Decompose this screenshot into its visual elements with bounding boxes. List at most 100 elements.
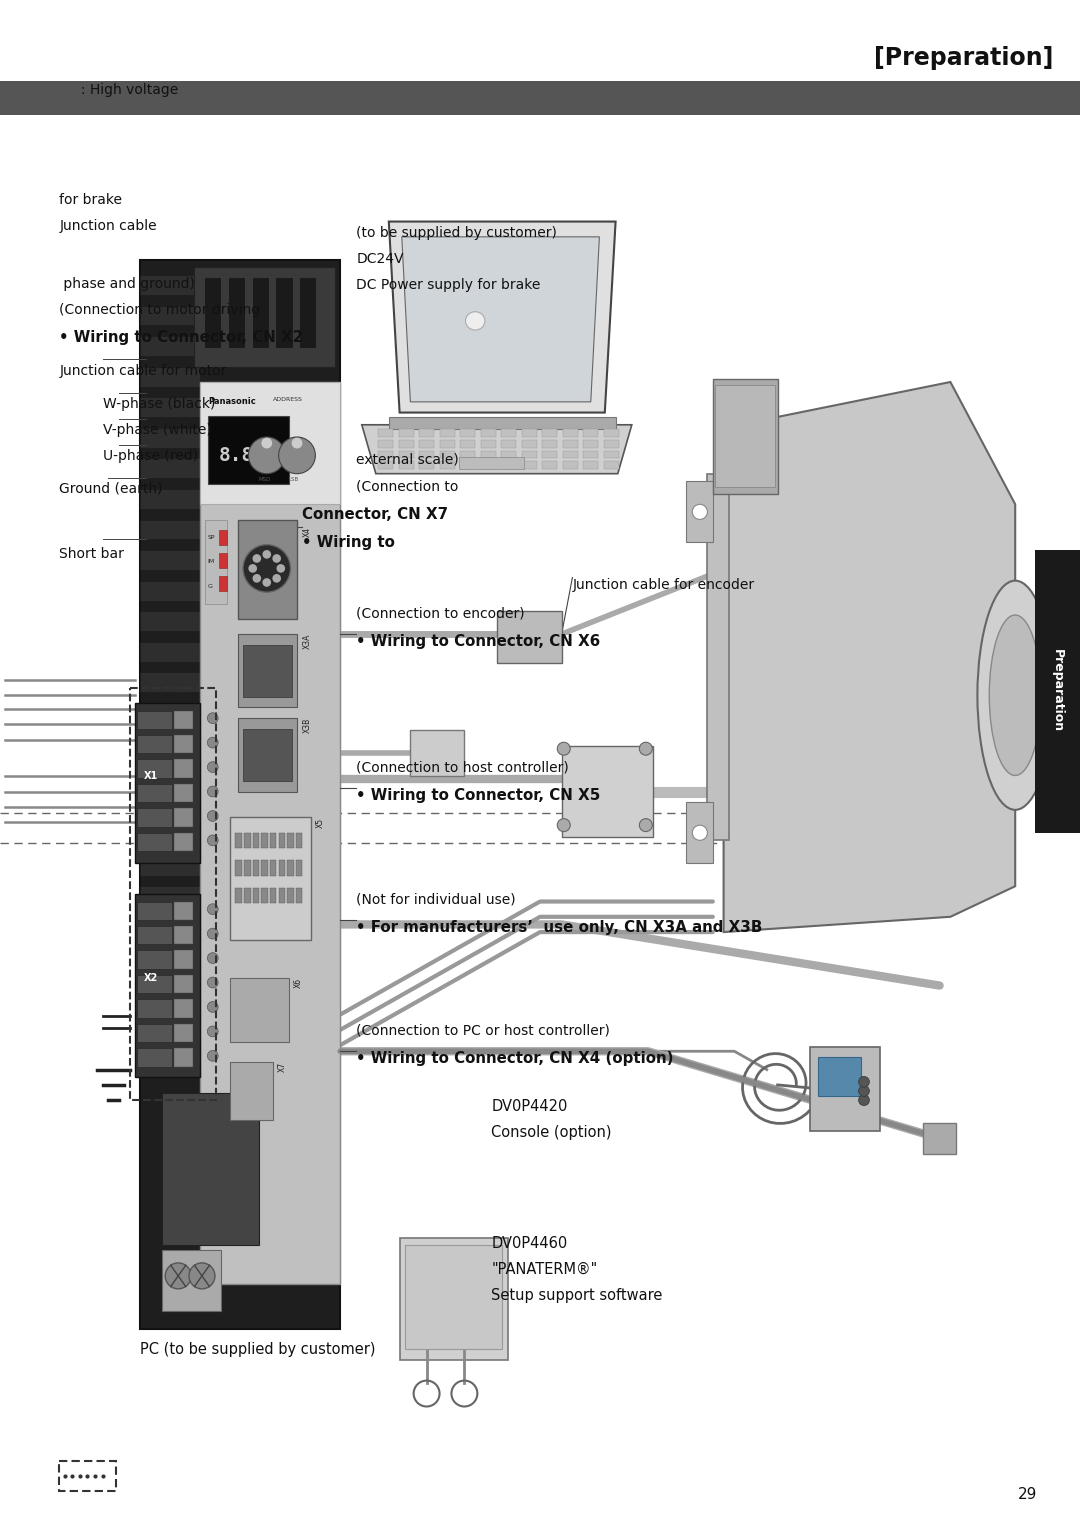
Text: • For manufacturers’  use only, CN X3A and X3B: • For manufacturers’ use only, CN X3A an… <box>356 920 762 935</box>
Bar <box>405 1245 502 1349</box>
Circle shape <box>207 976 218 989</box>
Text: X6: X6 <box>294 978 302 989</box>
Circle shape <box>639 743 652 755</box>
Bar <box>604 440 619 448</box>
Bar <box>137 711 172 729</box>
Text: MSD: MSD <box>258 477 270 481</box>
Text: DC24V: DC24V <box>356 252 404 266</box>
Bar <box>378 429 393 437</box>
Bar <box>563 429 578 437</box>
Bar <box>137 735 172 753</box>
Bar <box>140 886 200 906</box>
Bar <box>137 975 172 993</box>
Bar <box>235 833 242 848</box>
Text: X4: X4 <box>302 527 311 538</box>
Bar <box>276 278 292 347</box>
Bar <box>270 833 276 848</box>
Bar <box>135 703 200 863</box>
Polygon shape <box>402 237 599 402</box>
Bar <box>230 978 289 1042</box>
Bar <box>253 888 259 903</box>
Bar <box>583 451 598 458</box>
Text: (Connection to: (Connection to <box>356 480 459 494</box>
Bar <box>419 461 434 469</box>
Bar <box>140 825 200 845</box>
Bar <box>238 634 297 707</box>
Bar <box>460 451 475 458</box>
Bar <box>244 860 251 876</box>
Bar <box>563 461 578 469</box>
Text: X3A: X3A <box>302 634 311 649</box>
Bar <box>244 888 251 903</box>
Bar <box>287 860 294 876</box>
Circle shape <box>207 761 218 773</box>
Bar <box>140 260 340 1329</box>
Bar <box>253 278 268 347</box>
Bar <box>522 461 537 469</box>
Circle shape <box>207 1001 218 1013</box>
Bar <box>261 833 268 848</box>
Bar <box>1035 550 1080 833</box>
Bar <box>137 999 172 1018</box>
Circle shape <box>557 819 570 831</box>
Bar <box>174 784 193 802</box>
Text: X1: X1 <box>144 772 158 781</box>
Circle shape <box>253 575 261 582</box>
Bar <box>137 1024 172 1042</box>
Circle shape <box>243 544 291 593</box>
Bar <box>230 817 311 940</box>
Bar <box>279 860 285 876</box>
Text: • Wiring to Connector, CN X4 (option): • Wiring to Connector, CN X4 (option) <box>356 1051 674 1067</box>
Circle shape <box>189 1264 215 1288</box>
Bar <box>135 894 200 1077</box>
Text: W-phase (black): W-phase (black) <box>103 397 215 411</box>
Bar <box>459 457 524 469</box>
Bar <box>419 440 434 448</box>
Text: Short bar: Short bar <box>59 547 124 561</box>
Circle shape <box>292 437 302 449</box>
Bar <box>200 382 340 1284</box>
Text: Preparation: Preparation <box>1051 649 1064 732</box>
Bar <box>140 306 200 325</box>
Text: V-phase (white): V-phase (white) <box>103 423 212 437</box>
Text: (Connection to PC or host controller): (Connection to PC or host controller) <box>356 1024 610 1038</box>
Circle shape <box>261 437 272 449</box>
Circle shape <box>165 1264 191 1288</box>
Bar <box>296 860 302 876</box>
Bar <box>137 808 172 827</box>
Bar <box>219 530 227 545</box>
Text: G: G <box>207 584 213 588</box>
Text: Junction cable for motor: Junction cable for motor <box>59 364 227 377</box>
Bar <box>140 367 200 387</box>
Circle shape <box>272 555 281 562</box>
Circle shape <box>276 564 285 573</box>
Bar <box>481 429 496 437</box>
Bar <box>208 416 289 484</box>
Text: "PANATERM®": "PANATERM®" <box>491 1262 597 1277</box>
Text: Junction cable: Junction cable <box>59 219 157 232</box>
Bar <box>140 856 200 876</box>
Bar <box>253 860 259 876</box>
Bar <box>140 764 200 784</box>
Text: (to be supplied by customer): (to be supplied by customer) <box>356 226 557 240</box>
Bar <box>140 917 200 937</box>
Circle shape <box>272 575 281 582</box>
Bar <box>137 950 172 969</box>
Text: 29: 29 <box>1017 1487 1037 1502</box>
Text: • Wiring to Connector, CN X2: • Wiring to Connector, CN X2 <box>59 330 303 345</box>
Bar <box>230 1062 273 1120</box>
Bar <box>604 429 619 437</box>
Text: : High voltage: : High voltage <box>59 83 178 96</box>
Bar <box>174 950 193 969</box>
Circle shape <box>207 785 218 798</box>
Bar <box>400 1238 508 1360</box>
Bar <box>501 429 516 437</box>
Ellipse shape <box>465 312 485 330</box>
Circle shape <box>262 550 271 559</box>
Bar <box>205 278 220 347</box>
Bar <box>261 860 268 876</box>
Text: (Not for individual use): (Not for individual use) <box>356 892 516 906</box>
Text: Panasonic: Panasonic <box>208 397 256 406</box>
Bar <box>137 784 172 802</box>
Bar <box>137 1048 172 1067</box>
